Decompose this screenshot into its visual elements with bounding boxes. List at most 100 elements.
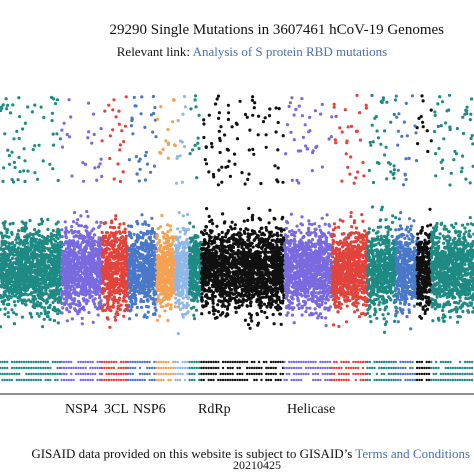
mutation-point (12, 311, 15, 314)
mutation-point (92, 227, 95, 230)
mutation-point (138, 274, 141, 277)
mutation-point (130, 124, 133, 127)
mutation-point (185, 257, 188, 260)
mutation-point (14, 166, 17, 169)
mutation-point (192, 250, 195, 253)
mutation-point (191, 238, 194, 241)
mutation-point (176, 227, 179, 230)
mutation-point (23, 147, 26, 150)
mutation-point (137, 160, 140, 163)
mutation-point (127, 224, 130, 227)
mutation-point (198, 244, 201, 247)
mutation-point (249, 327, 252, 330)
mutation-point (224, 232, 227, 235)
mutation-point (120, 271, 123, 274)
mutation-point (174, 297, 177, 300)
mutation-point (123, 241, 126, 244)
mutation-point (123, 255, 126, 258)
mutation-point (119, 236, 122, 239)
mutation-point (77, 224, 80, 227)
mutation-point (216, 97, 219, 100)
mutation-point (166, 271, 169, 274)
mutation-point (138, 179, 141, 182)
mutation-point (56, 312, 59, 315)
mutation-point (110, 231, 113, 234)
mutation-point (116, 272, 119, 275)
mutation-point (15, 263, 18, 266)
mutation-point (96, 272, 99, 275)
mutation-point (177, 305, 180, 308)
mutation-point (145, 239, 148, 242)
mutation-point (6, 149, 9, 152)
mutation-point (57, 221, 60, 224)
mutation-point (70, 174, 73, 177)
mutation-point (15, 253, 18, 256)
mutation-point (144, 223, 147, 226)
mutation-point (140, 306, 143, 309)
mutation-point (111, 265, 114, 268)
mutation-point (97, 259, 100, 262)
mutation-point (10, 266, 13, 269)
mutation-point (188, 266, 191, 269)
mutation-point (89, 236, 92, 239)
mutation-point (195, 309, 198, 312)
mutation-point (9, 264, 12, 267)
mutation-point (52, 246, 55, 249)
mutation-point (124, 268, 127, 271)
mutation-point (190, 307, 193, 310)
mutation-point (155, 234, 158, 237)
mutation-point (108, 252, 111, 255)
mutation-point (120, 262, 123, 265)
mutation-point (166, 223, 169, 226)
mutation-point (167, 258, 170, 261)
mutation-point (195, 105, 198, 108)
mutation-point (51, 301, 54, 304)
mutation-point (143, 295, 146, 298)
mutation-point (118, 123, 121, 126)
mutation-point (174, 267, 177, 270)
mutation-point (197, 137, 200, 140)
mutation-point (170, 303, 173, 306)
mutation-point (236, 137, 239, 140)
mutation-point (128, 247, 131, 250)
mutation-point (186, 311, 189, 314)
mutation-point (40, 241, 43, 244)
mutation-point (143, 290, 146, 293)
mutation-point (35, 269, 38, 272)
mutation-point (174, 244, 177, 247)
mutation-point (81, 322, 84, 325)
mutation-point (103, 222, 106, 225)
mutation-point (122, 140, 125, 143)
mutation-point (258, 217, 261, 220)
mutation-point (155, 250, 158, 253)
mutation-point (11, 103, 14, 106)
mutation-point (5, 269, 8, 272)
mutation-point (167, 252, 170, 255)
mutation-point (0, 262, 3, 265)
mutation-point (74, 257, 77, 260)
mutation-point (37, 249, 40, 252)
mutation-point (14, 238, 17, 241)
mutation-point (165, 238, 168, 241)
mutation-point (219, 125, 222, 128)
mutation-point (1, 180, 4, 183)
mutation-point (69, 249, 72, 252)
mutation-point (241, 304, 244, 307)
mutation-point (133, 233, 136, 236)
mutation-point (191, 263, 194, 266)
mutation-point (6, 104, 9, 107)
mutation-point (82, 239, 85, 242)
mutation-point (181, 181, 184, 184)
mutation-point (47, 306, 50, 309)
mutation-point (100, 158, 103, 161)
mutation-point (91, 276, 94, 279)
mutation-point (45, 255, 48, 258)
mutation-point (244, 319, 247, 322)
mutation-point (129, 300, 132, 303)
mutation-point (40, 285, 43, 288)
mutation-point (120, 266, 123, 269)
mutation-point (227, 118, 230, 121)
mutation-point (153, 255, 156, 258)
mutation-point (118, 223, 121, 226)
mutation-point (150, 251, 153, 254)
